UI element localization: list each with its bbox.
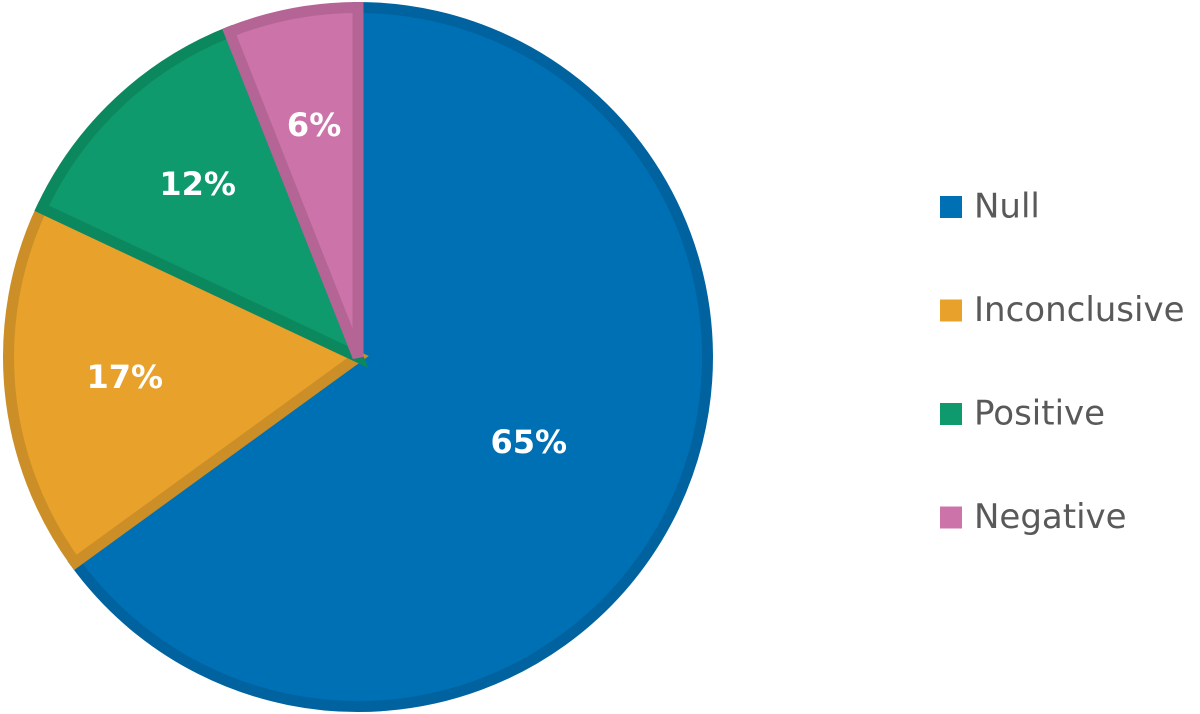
legend-label: Positive	[974, 394, 1105, 434]
legend-label: Inconclusive	[974, 290, 1185, 330]
value-label: 17%	[86, 358, 163, 396]
legend-swatch	[940, 196, 962, 218]
legend-swatch	[940, 299, 962, 322]
value-label: 6%	[287, 106, 341, 144]
legend-swatch	[940, 403, 962, 425]
legend-swatch	[940, 506, 962, 529]
legend-label: Null	[974, 187, 1040, 227]
pie-slice	[67, 1, 713, 712]
pie-slice	[3, 200, 369, 571]
legend-label: Negative	[974, 497, 1127, 537]
value-label: 12%	[159, 165, 236, 203]
value-label: 65%	[491, 423, 568, 461]
pie-slice	[34, 24, 369, 368]
pie-slice	[222, 1, 364, 360]
